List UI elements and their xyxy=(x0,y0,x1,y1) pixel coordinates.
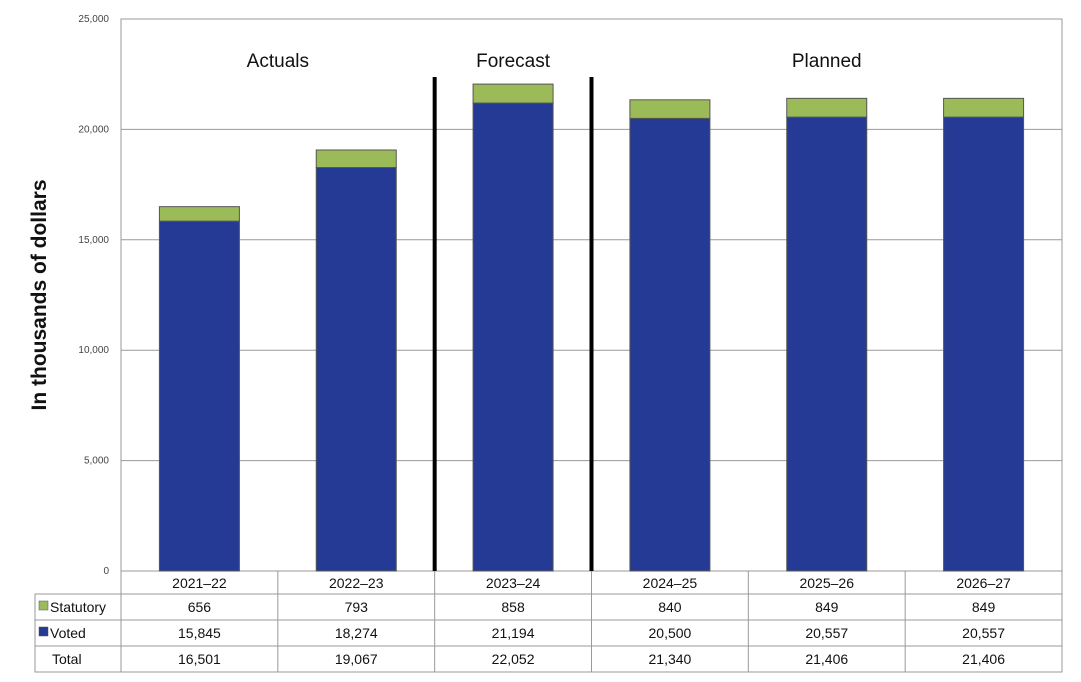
bar-voted xyxy=(315,167,397,572)
bar-voted xyxy=(158,220,240,572)
bar-voted xyxy=(629,117,711,572)
bar-statutory xyxy=(629,99,711,119)
bar-voted xyxy=(786,116,868,572)
data-label: 849 xyxy=(972,599,996,615)
data-label: 840 xyxy=(658,599,682,615)
period-label: Actuals xyxy=(247,51,309,72)
y-tick-label: 15,000 xyxy=(78,235,109,246)
legend-label: Voted xyxy=(50,625,86,641)
category-label: 2022–23 xyxy=(329,575,384,591)
bar-voted xyxy=(943,116,1025,572)
data-label: 21,406 xyxy=(805,651,848,667)
row-label: Total xyxy=(52,651,82,667)
data-label: 20,557 xyxy=(962,625,1005,641)
data-label: 19,067 xyxy=(335,651,378,667)
y-tick-label: 5,000 xyxy=(84,456,109,467)
y-axis-label: In thousands of dollars xyxy=(28,179,51,410)
data-label: 18,274 xyxy=(335,625,378,641)
period-label: Forecast xyxy=(476,51,551,72)
category-label: 2025–26 xyxy=(799,575,854,591)
legend-swatch-statutory xyxy=(38,600,49,611)
data-label: 21,406 xyxy=(962,651,1005,667)
data-label: 16,501 xyxy=(178,651,221,667)
bar-statutory xyxy=(943,97,1025,118)
data-label: 20,500 xyxy=(649,625,692,641)
data-label: 15,845 xyxy=(178,625,221,641)
y-tick-label: 10,000 xyxy=(78,345,109,356)
bar-statutory xyxy=(472,83,554,104)
data-label: 20,557 xyxy=(805,625,848,641)
legend-swatch-voted xyxy=(38,626,49,637)
y-tick-label: 0 xyxy=(103,566,109,577)
data-label: 793 xyxy=(345,599,369,615)
data-label: 656 xyxy=(188,599,212,615)
data-label: 21,340 xyxy=(649,651,692,667)
bar-voted xyxy=(472,102,554,572)
y-tick-label: 20,000 xyxy=(78,124,109,135)
bar-statutory xyxy=(158,206,240,222)
period-label: Planned xyxy=(792,51,862,72)
category-label: 2023–24 xyxy=(486,575,541,591)
data-label: 21,194 xyxy=(492,625,535,641)
bar-statutory xyxy=(315,149,397,169)
category-label: 2026–27 xyxy=(956,575,1011,591)
data-label: 858 xyxy=(501,599,525,615)
bar-statutory xyxy=(786,97,868,118)
category-label: 2021–22 xyxy=(172,575,227,591)
legend-label: Statutory xyxy=(50,599,106,615)
data-label: 22,052 xyxy=(492,651,535,667)
data-label: 849 xyxy=(815,599,839,615)
category-label: 2024–25 xyxy=(643,575,698,591)
y-tick-label: 25,000 xyxy=(78,14,109,25)
